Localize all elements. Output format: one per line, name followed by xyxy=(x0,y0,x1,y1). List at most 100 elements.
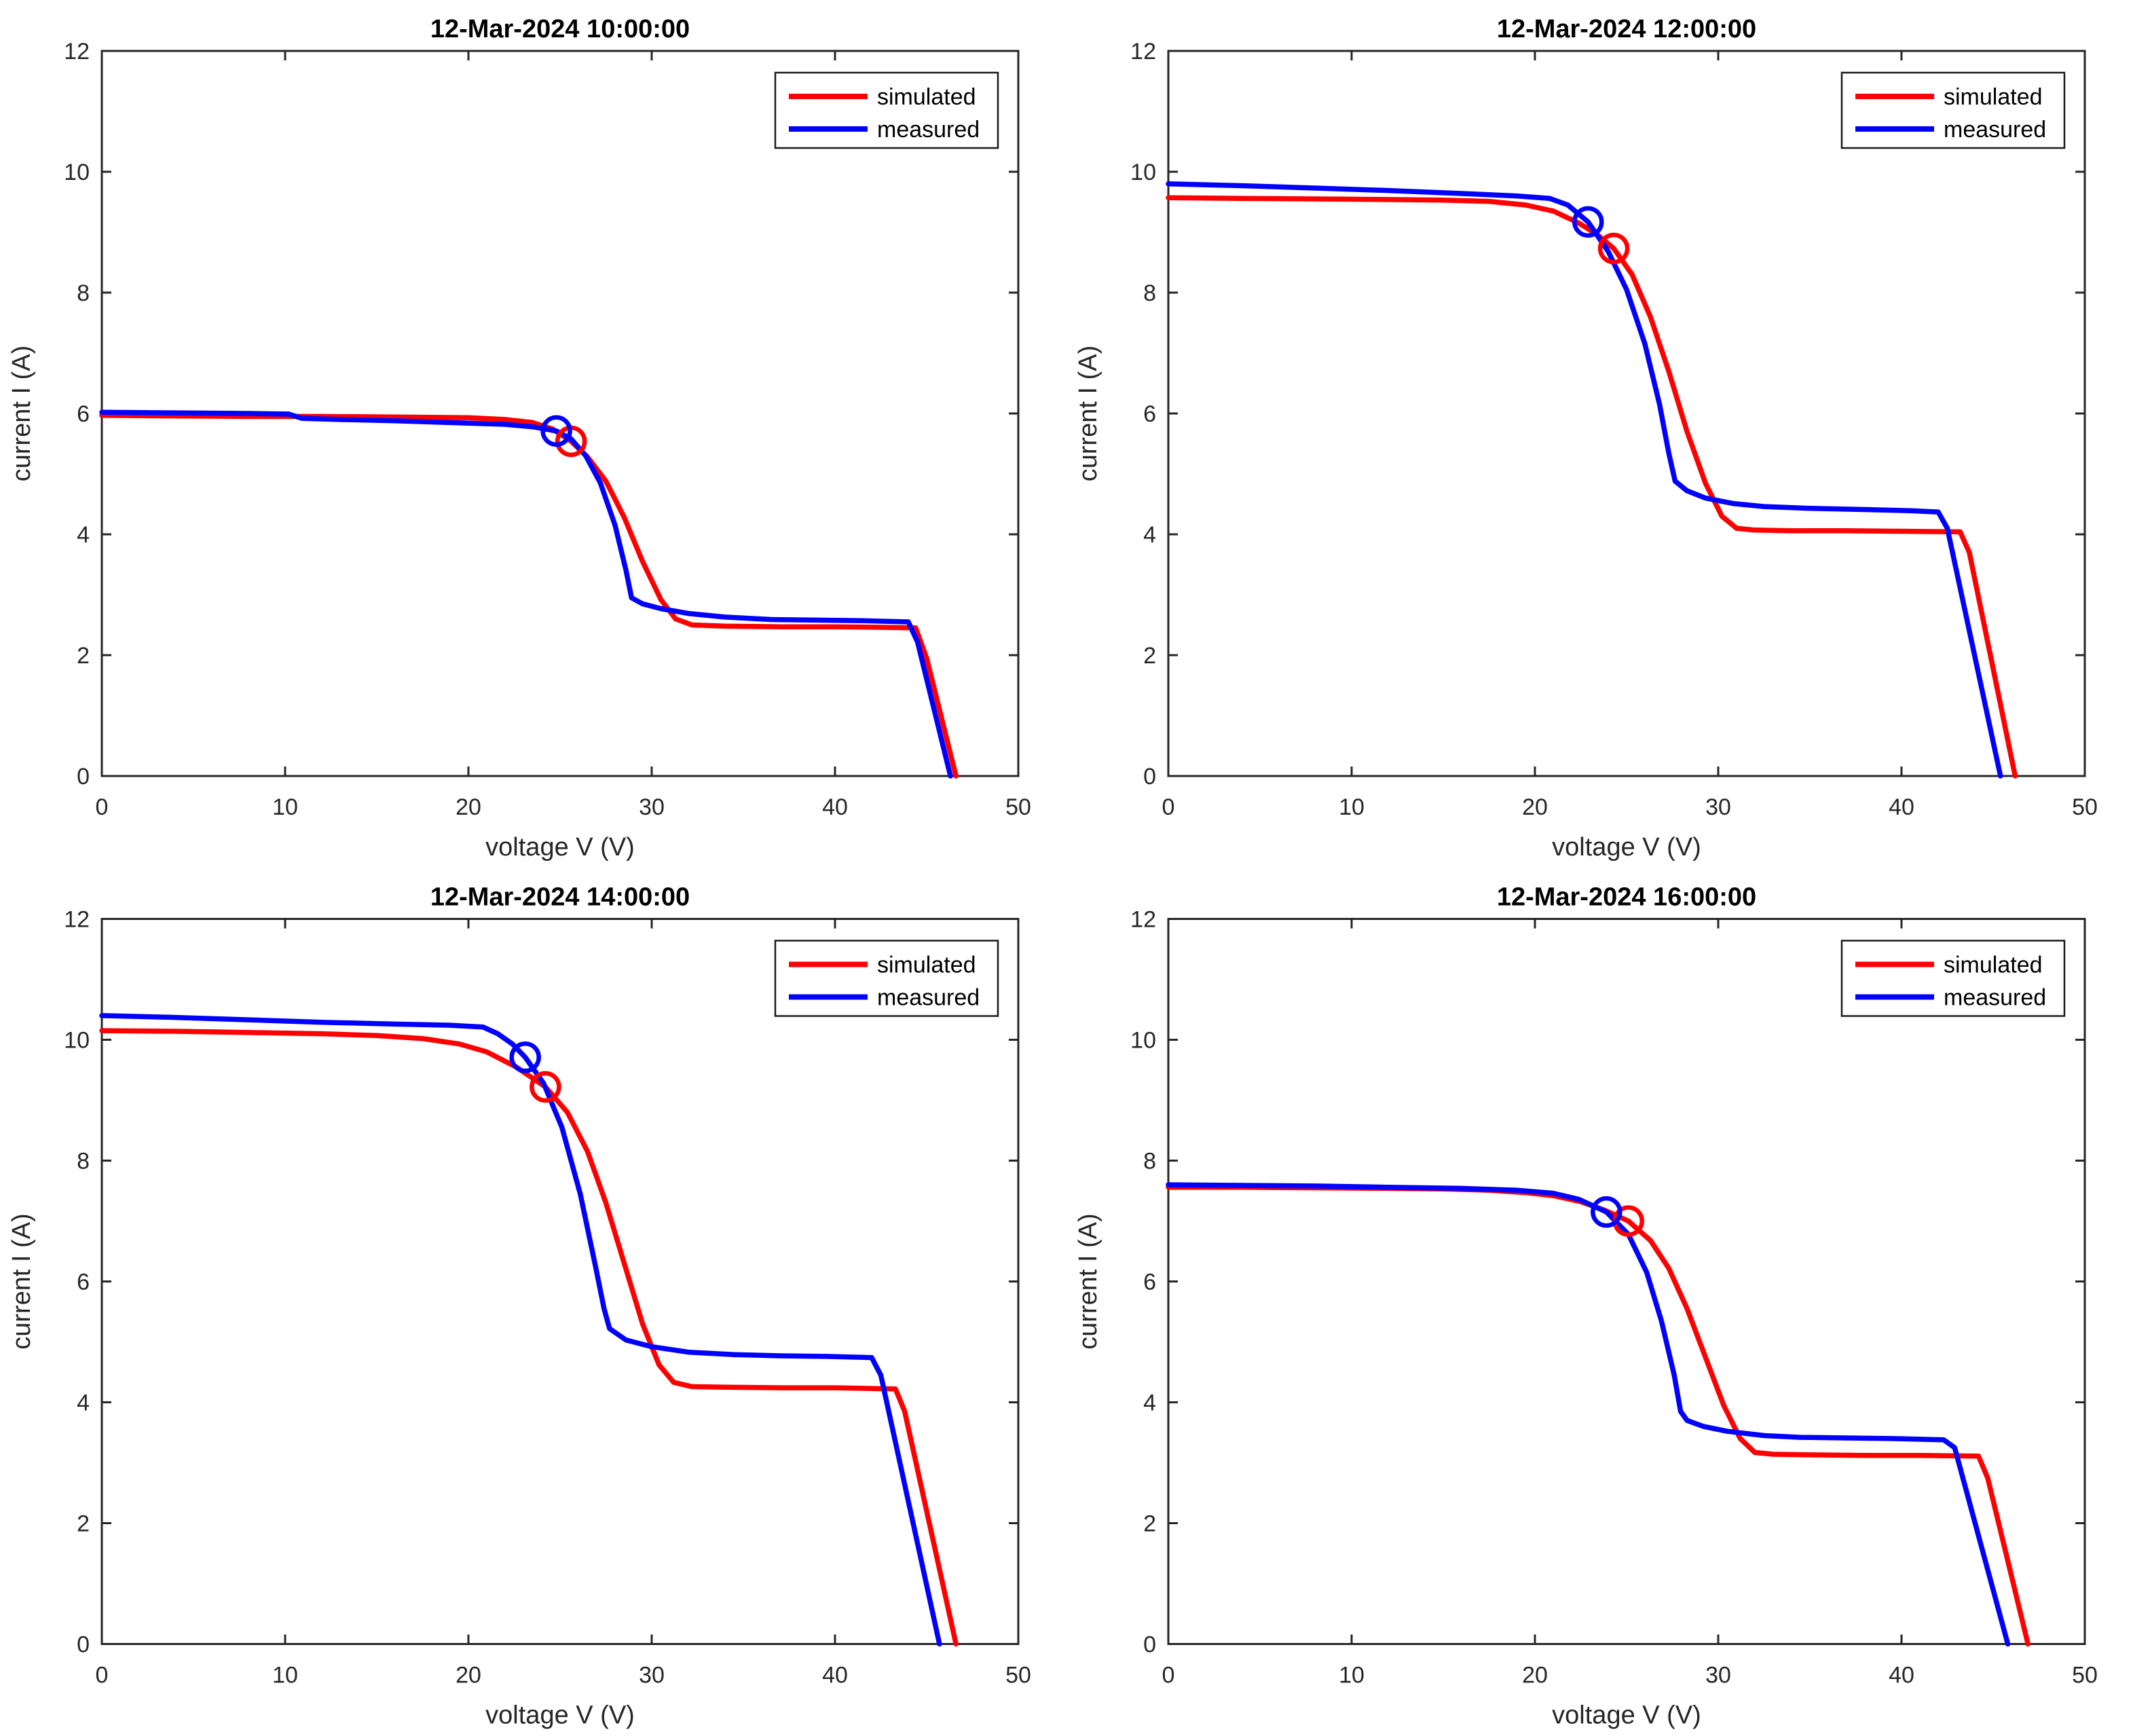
y-tick-label: 0 xyxy=(77,1632,90,1658)
y-tick-label: 2 xyxy=(1143,1511,1156,1537)
measured-curve xyxy=(99,1013,942,1647)
subplot-title: 12-Mar-2024 10:00:00 xyxy=(430,15,690,43)
x-axis-label: voltage V (V) xyxy=(485,1701,635,1730)
y-axis-label: current I (A) xyxy=(7,1213,36,1350)
y-axis-label: current I (A) xyxy=(1074,1213,1102,1350)
axes-layer: 0 10 20 30 40 50 0 2 4 6 8 10 12 xyxy=(64,907,1031,1688)
legend-box xyxy=(1840,71,2066,149)
subplot-12-00: 0 10 20 30 40 50 0 2 4 6 8 10 12 12-Mar-2024 12:00:0… xyxy=(1074,15,2098,862)
y-tick-label: 10 xyxy=(1130,1028,1156,1054)
legend: simulated measured xyxy=(1840,940,2066,1017)
subplot-cell-4: 0 10 20 30 40 50 0 2 4 6 8 10 12 12-Mar-2024 16:00:0… xyxy=(1066,868,2133,1736)
x-tick-label: 30 xyxy=(1705,794,1731,820)
y-tick-label: 6 xyxy=(77,1270,90,1295)
y-tick-label: 0 xyxy=(1143,1632,1156,1658)
x-axis-label: voltage V (V) xyxy=(1552,833,1701,862)
y-tick-label: 4 xyxy=(1143,1390,1156,1416)
y-tick-label: 8 xyxy=(1143,280,1156,306)
series-layer xyxy=(99,409,959,779)
x-tick-label: 50 xyxy=(2072,794,2098,820)
measured-curve xyxy=(1166,1182,2011,1647)
y-tick-label: 10 xyxy=(1130,160,1156,185)
axes-layer: 0 10 20 30 40 50 0 2 4 6 8 10 12 xyxy=(1130,907,2098,1688)
y-tick-label: 4 xyxy=(77,522,90,548)
x-tick-label: 40 xyxy=(1889,794,1914,820)
y-tick-label: 4 xyxy=(77,1390,90,1416)
mpp-marker-measured xyxy=(1591,1196,1622,1228)
legend: simulated measured xyxy=(1840,71,2066,149)
legend-label-measured: measured xyxy=(877,985,980,1011)
x-tick-label: 0 xyxy=(1162,794,1175,820)
axes-layer: 0 10 20 30 40 50 0 2 4 6 8 10 12 xyxy=(1130,39,2098,820)
series-layer xyxy=(1166,181,2018,779)
y-tick-label: 12 xyxy=(64,907,90,933)
x-tick-label: 40 xyxy=(822,1663,848,1688)
x-tick-label: 10 xyxy=(1339,1663,1365,1688)
x-tick-label: 20 xyxy=(456,1663,481,1688)
x-axis-label: voltage V (V) xyxy=(1552,1701,1701,1730)
x-tick-label: 30 xyxy=(1705,1663,1731,1688)
subplot-14-00: 0 10 20 30 40 50 0 2 4 6 8 10 12 12-Mar-2024 14:00:0… xyxy=(7,883,1031,1730)
mpp-marker-simulated xyxy=(1597,232,1630,265)
subplot-16-00: 0 10 20 30 40 50 0 2 4 6 8 10 12 12-Mar-2024 16:00:0… xyxy=(1074,883,2098,1730)
measured-curve xyxy=(99,409,953,779)
mpp-marker-simulated xyxy=(530,1071,561,1103)
y-tick-label: 6 xyxy=(1143,401,1156,427)
x-tick-label: 0 xyxy=(1162,1663,1175,1688)
y-tick-label: 0 xyxy=(1143,764,1156,790)
x-tick-label: 10 xyxy=(272,1663,298,1688)
x-tick-label: 50 xyxy=(1005,1663,1031,1688)
legend-label-simulated: simulated xyxy=(877,953,976,978)
simulated-curve xyxy=(99,412,959,779)
legend-label-simulated: simulated xyxy=(1944,953,2043,978)
measured-curve xyxy=(1166,181,2003,779)
subplot-cell-3: 0 10 20 30 40 50 0 2 4 6 8 10 12 12-Mar-2024 14:00:0… xyxy=(0,868,1066,1736)
legend-label-simulated: simulated xyxy=(1944,84,2043,110)
legend-box xyxy=(774,71,999,149)
x-tick-label: 20 xyxy=(1522,794,1548,820)
y-tick-label: 0 xyxy=(77,764,90,790)
subplot-10-00: 0 10 20 30 40 50 0 2 4 6 8 10 12 12-Mar-2024 10:00:0… xyxy=(7,15,1031,862)
x-tick-label: 30 xyxy=(639,1663,665,1688)
y-tick-label: 12 xyxy=(64,39,90,64)
y-tick-label: 4 xyxy=(1143,522,1156,548)
simulated-curve xyxy=(1166,195,2018,779)
x-tick-label: 0 xyxy=(96,794,109,820)
y-axis-label: current I (A) xyxy=(1074,346,1102,482)
y-tick-label: 8 xyxy=(77,280,90,306)
x-tick-label: 30 xyxy=(639,794,665,820)
simulated-curve xyxy=(1166,1184,2031,1647)
mpp-marker-measured xyxy=(509,1041,541,1073)
subplot-cell-1: 0 10 20 30 40 50 0 2 4 6 8 10 12 12-Mar-2024 10:00:0… xyxy=(0,0,1066,868)
x-tick-label: 10 xyxy=(272,794,298,820)
subplot-title: 12-Mar-2024 12:00:00 xyxy=(1497,15,1756,43)
legend-box xyxy=(1840,940,2066,1017)
y-tick-label: 2 xyxy=(77,1511,90,1537)
y-tick-label: 8 xyxy=(1143,1149,1156,1175)
subplot-title: 12-Mar-2024 14:00:00 xyxy=(430,883,690,912)
legend-label-measured: measured xyxy=(1944,985,2046,1011)
x-tick-label: 0 xyxy=(96,1663,109,1688)
subplot-title: 12-Mar-2024 16:00:00 xyxy=(1497,883,1756,912)
x-axis-label: voltage V (V) xyxy=(485,833,635,862)
legend-label-measured: measured xyxy=(877,117,980,143)
x-tick-label: 40 xyxy=(822,794,848,820)
x-tick-label: 20 xyxy=(456,794,481,820)
y-tick-label: 2 xyxy=(77,643,90,669)
x-tick-label: 50 xyxy=(1005,794,1031,820)
y-axis-label: current I (A) xyxy=(7,346,36,482)
legend: simulated measured xyxy=(774,71,999,149)
y-tick-label: 12 xyxy=(1130,39,1156,64)
legend: simulated measured xyxy=(774,940,999,1017)
axes-layer: 0 10 20 30 40 50 0 2 4 6 8 10 12 xyxy=(64,39,1031,820)
y-tick-label: 6 xyxy=(1143,1270,1156,1295)
y-tick-label: 6 xyxy=(77,401,90,427)
mpp-marker-measured xyxy=(1572,206,1604,238)
x-tick-label: 40 xyxy=(1889,1663,1914,1688)
plot-border xyxy=(1167,918,2086,1645)
x-tick-label: 10 xyxy=(1339,794,1365,820)
simulated-curve xyxy=(99,1028,959,1647)
y-tick-label: 8 xyxy=(77,1149,90,1175)
legend-label-simulated: simulated xyxy=(877,84,976,110)
